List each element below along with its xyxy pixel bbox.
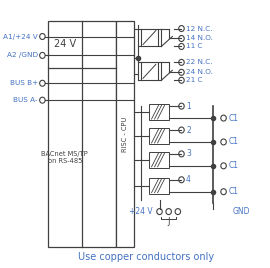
Text: BUS A-: BUS A- xyxy=(13,97,38,103)
Bar xyxy=(141,62,158,80)
Bar xyxy=(148,178,169,194)
Text: Use copper conductors only: Use copper conductors only xyxy=(78,252,214,262)
Bar xyxy=(48,21,116,247)
Text: 1: 1 xyxy=(186,102,191,111)
Text: C1: C1 xyxy=(228,161,238,170)
Text: J: J xyxy=(167,217,170,226)
Text: +24 V: +24 V xyxy=(129,207,152,216)
Text: 4: 4 xyxy=(186,175,191,184)
Text: RISC - CPU: RISC - CPU xyxy=(122,116,128,152)
Text: 2: 2 xyxy=(186,125,191,135)
Text: 12 N.C.: 12 N.C. xyxy=(186,25,212,32)
Text: BACnet MS/TP
on RS-485: BACnet MS/TP on RS-485 xyxy=(41,151,88,164)
Text: 22 N.C.: 22 N.C. xyxy=(186,59,212,65)
Text: 14 N.O.: 14 N.O. xyxy=(186,35,213,42)
Bar xyxy=(141,29,158,46)
Text: A1/+24 V: A1/+24 V xyxy=(3,34,38,39)
Text: C1: C1 xyxy=(228,187,238,196)
Text: C1: C1 xyxy=(228,137,238,146)
Text: 11 C: 11 C xyxy=(186,43,202,50)
Text: C1: C1 xyxy=(228,114,238,122)
Bar xyxy=(116,21,134,247)
Text: 21 C: 21 C xyxy=(186,77,202,83)
Text: BUS B+: BUS B+ xyxy=(9,80,38,86)
Text: 24 N.O.: 24 N.O. xyxy=(186,69,213,75)
Text: 3: 3 xyxy=(186,149,191,158)
Text: GND: GND xyxy=(233,207,250,216)
Bar xyxy=(148,152,169,168)
Text: 24 V: 24 V xyxy=(54,39,76,50)
Bar xyxy=(148,104,169,120)
Bar xyxy=(148,128,169,144)
Text: A2 /GND: A2 /GND xyxy=(7,53,38,58)
